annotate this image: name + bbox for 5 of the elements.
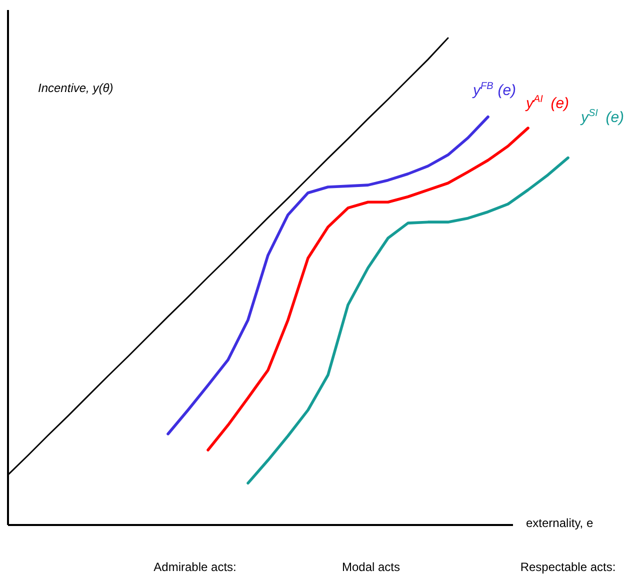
x-axis-title: externality, e xyxy=(526,516,594,530)
text: Admirable acts: xyxy=(154,560,236,574)
text: Modal acts xyxy=(342,560,400,574)
text: Respectable acts: xyxy=(520,560,616,574)
y-axis-title: Incentive, y(θ) xyxy=(38,81,114,95)
